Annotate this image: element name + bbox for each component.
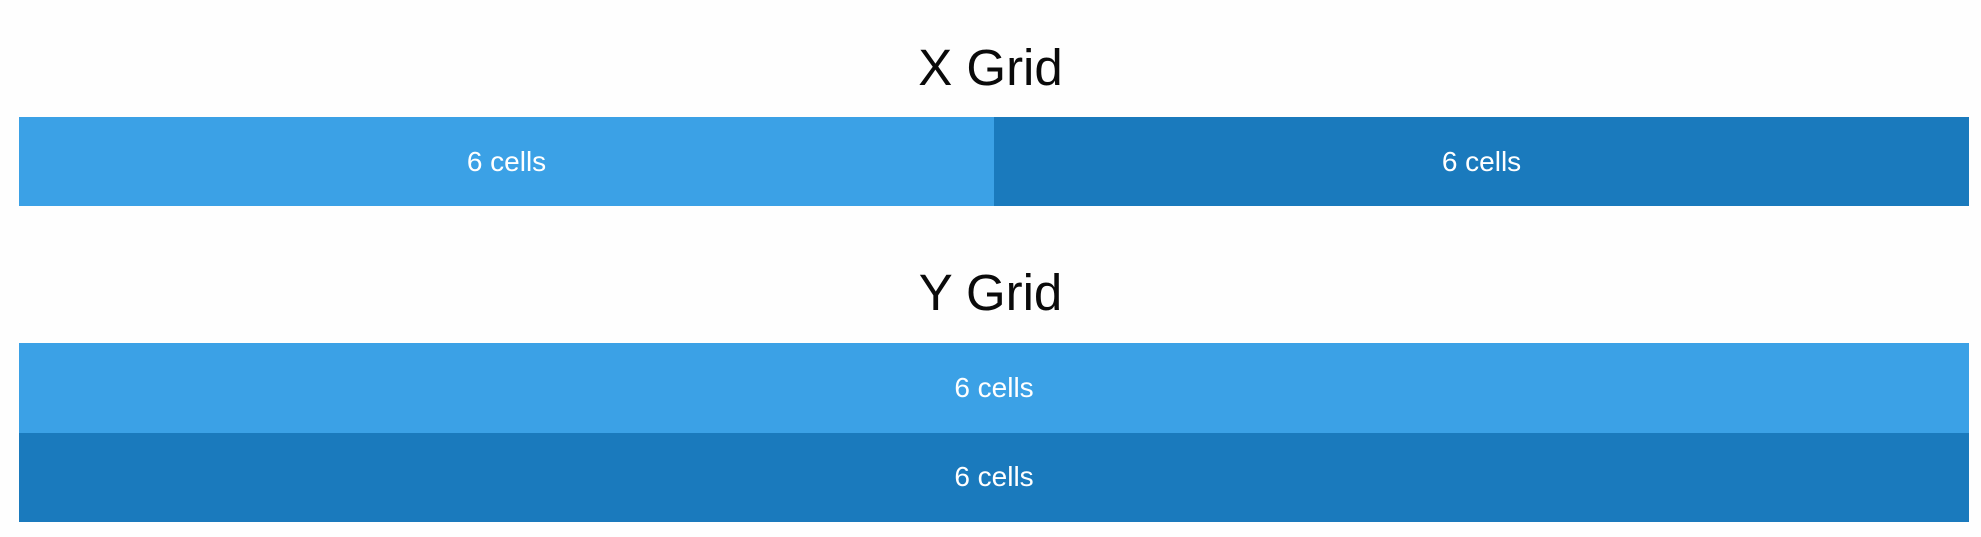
y-grid-cell: 6 cells [19,343,1969,433]
y-grid: 6 cells 6 cells [19,343,1969,522]
x-grid-title: X Grid [918,39,1063,96]
x-grid: 6 cells 6 cells [19,117,1969,206]
y-grid-title: Y Grid [918,264,1063,321]
x-grid-cell: 6 cells [994,117,1969,206]
y-grid-cell: 6 cells [19,432,1969,522]
x-grid-cell: 6 cells [19,117,994,206]
